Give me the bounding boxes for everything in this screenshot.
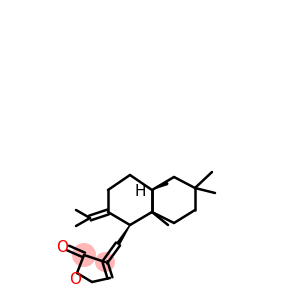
Polygon shape	[117, 225, 130, 245]
Circle shape	[95, 252, 115, 272]
Text: O: O	[69, 272, 81, 287]
Text: O: O	[56, 239, 68, 254]
Text: H: H	[134, 184, 146, 200]
Circle shape	[72, 243, 96, 267]
